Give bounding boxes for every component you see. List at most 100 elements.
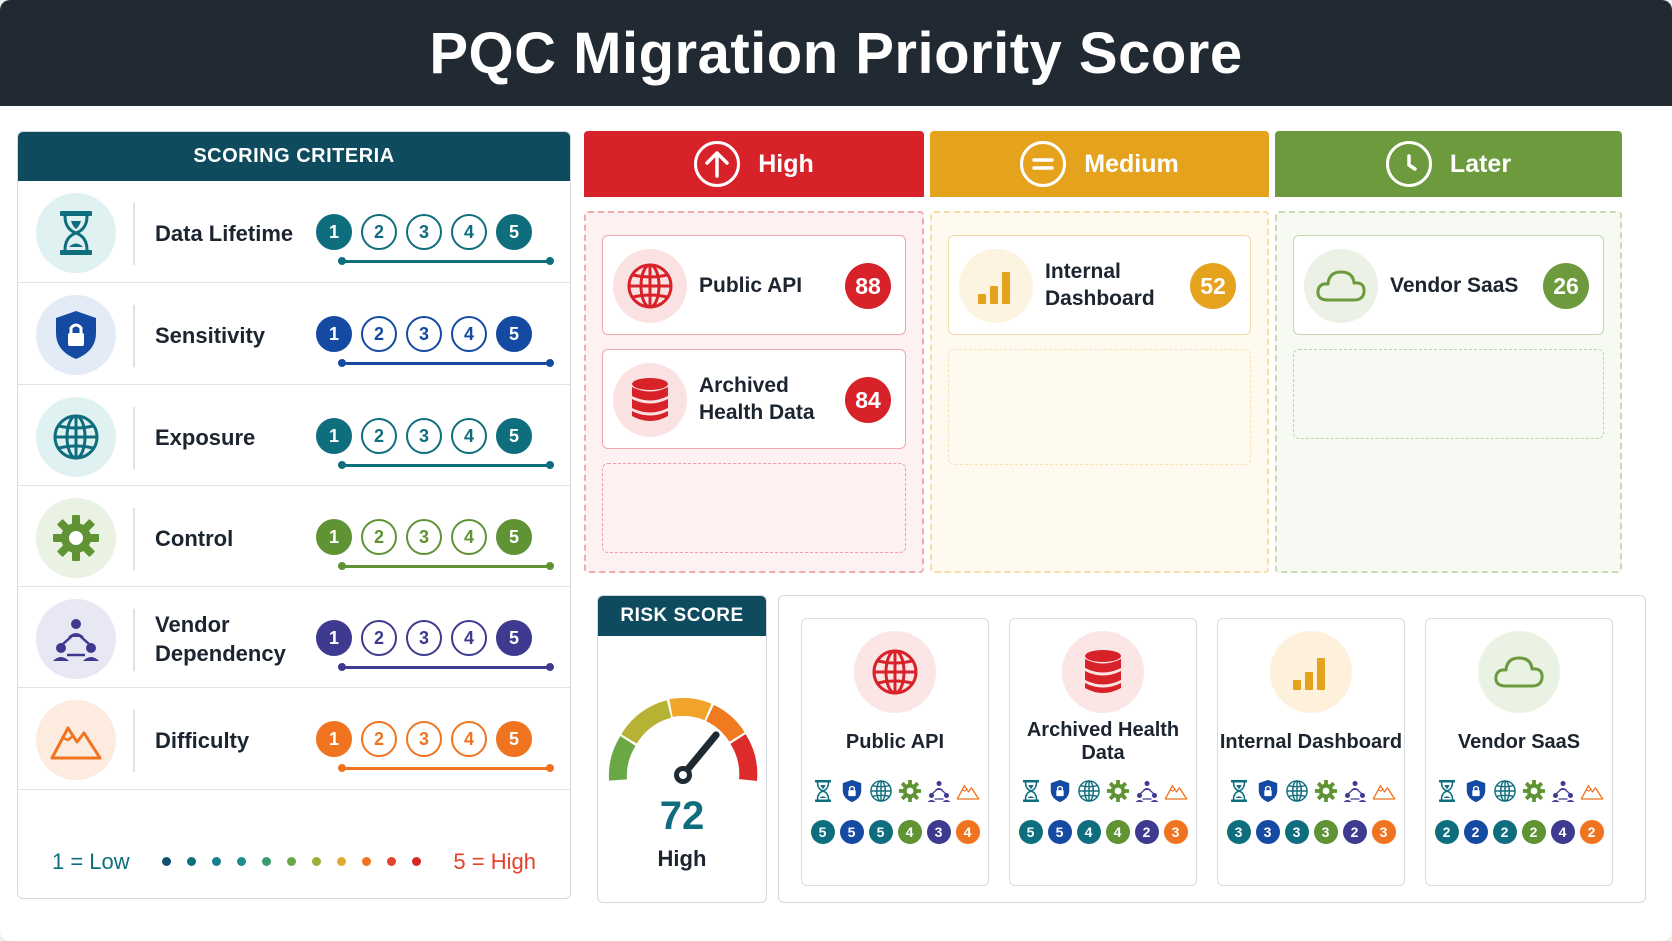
score-badge: 84 [845,377,891,423]
globe-icon [613,249,687,323]
legend-dot [187,857,197,866]
risk-level: High [657,846,707,871]
shield-lock-icon [840,779,864,808]
legend-dot [412,857,422,866]
empty-slot[interactable] [1293,349,1604,439]
globe-icon [1285,779,1309,808]
column-dropzone: Vendor SaaS 26 [1275,211,1622,573]
criterion-score: 4 [1076,820,1101,844]
legend-dot [387,857,397,866]
criterion-score: 2 [1463,820,1488,844]
criterion-score: 5 [1047,820,1072,844]
scale-value-5: 5 [496,721,532,757]
gear-icon [1106,779,1130,808]
scale-value-3: 3 [406,418,442,454]
scale-line [338,257,554,265]
scale-value-5: 5 [496,519,532,555]
criterion-score: 5 [868,820,893,844]
scale-value-4: 4 [451,519,487,555]
criteria-icons [1432,779,1606,808]
system-card[interactable]: Vendor SaaS 26 [1293,235,1604,335]
criterion-score: 3 [1255,820,1280,844]
divider [133,203,135,265]
criterion-score: 2 [1521,820,1546,844]
bar-chart-icon [1270,631,1352,713]
gear-icon [1522,779,1546,808]
risk-heading: RISK SCORE [598,596,766,636]
divider [133,508,135,570]
equals-icon [1020,141,1067,187]
hourglass-icon [36,193,116,273]
criterion-score: 2 [1134,820,1159,844]
legend-low: 1 = Low [52,848,130,874]
system-card[interactable]: Public API 88 [602,235,906,335]
criteria-icons [808,779,982,808]
card-label: Internal Dashboard [1045,260,1155,310]
shield-lock-icon [36,295,116,375]
legend-gradient [162,857,422,866]
scale-line [338,359,554,367]
legend-dot [362,857,372,866]
arrow-up-icon [694,141,741,187]
cloud-icon [1304,249,1378,323]
score-badge: 26 [1543,263,1589,309]
gear-icon [1314,779,1338,808]
legend-dot [337,857,347,866]
risk-value: 72 [659,794,705,838]
priority-column-high: High Public API 88 Archived Health Data … [584,131,924,573]
criterion-score: 3 [1371,820,1396,844]
system-card[interactable]: Internal Dashboard 52 [948,235,1251,335]
scale-value-4: 4 [451,418,487,454]
scale-value-1: 1 [316,620,352,656]
scale-value-2: 2 [361,316,397,352]
legend-dot [162,857,172,866]
empty-slot[interactable] [602,463,906,553]
scale-value-1: 1 [316,316,352,352]
criterion-score: 5 [810,820,835,844]
divider [133,710,135,772]
scale-value-2: 2 [361,721,397,757]
criteria-label: Sensitivity [155,322,266,348]
criterion-score: 2 [1342,820,1367,844]
globe-icon [36,397,116,477]
risk-gauge [608,697,758,784]
title-bar: PQC Migration Priority Score [0,0,1672,106]
empty-slot[interactable] [948,349,1251,465]
hourglass-icon [1227,779,1251,808]
legend-dot [287,857,297,866]
criterion-score: 5 [1018,820,1043,844]
globe-icon [869,779,893,808]
score-badge: 88 [845,263,891,309]
scale-value-5: 5 [496,316,532,352]
globe-icon [1077,779,1101,808]
column-title: Medium [1084,149,1179,178]
system-card[interactable]: Archived Health Data 84 [602,349,906,449]
scale-value-5: 5 [496,214,532,250]
scale-value-2: 2 [361,519,397,555]
scale-value-3: 3 [406,620,442,656]
scale-value-1: 1 [316,519,352,555]
system-name: Vendor SaaS [1457,730,1581,753]
scale-line [338,764,554,772]
legend-dot [212,857,222,866]
criterion-score: 3 [1163,820,1188,844]
gear-icon [898,779,922,808]
column-title: High [758,149,814,178]
cloud-icon [1478,631,1560,713]
column-dropzone: Internal Dashboard 52 [930,211,1269,573]
criterion-score: 2 [1579,820,1604,844]
